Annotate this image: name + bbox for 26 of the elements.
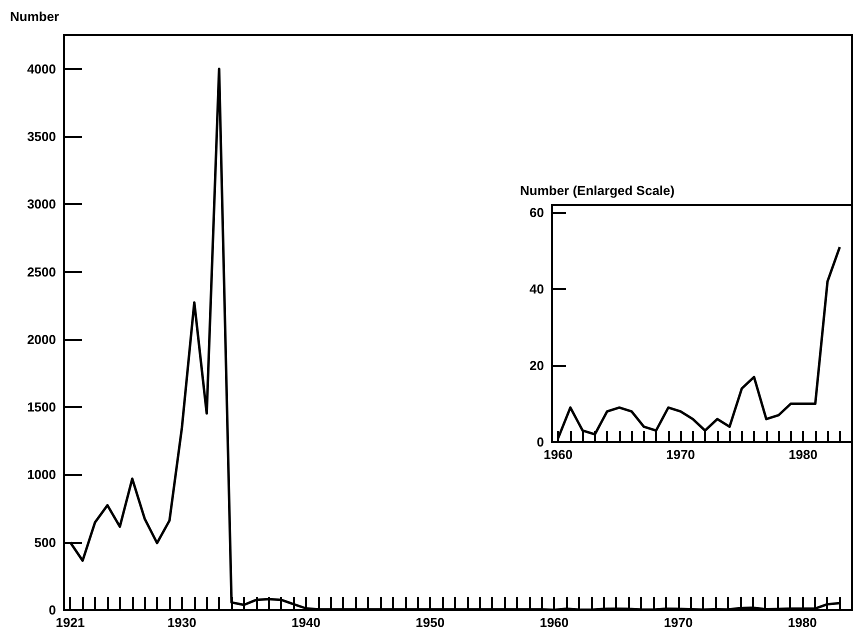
y-tick-label: 0 [536,434,544,450]
y-tick-label: 4000 [27,61,56,76]
y-axis-title: Number [10,9,60,24]
y-tick-label: 3000 [27,196,56,212]
x-tick-label: 1980 [788,447,818,462]
y-axis-title: Number (Enlarged Scale) [520,183,675,198]
y-tick-label: 3500 [27,128,56,144]
x-tick-label: 1960 [544,447,573,462]
x-tick-label: 1970 [664,615,693,630]
x-tick-label: 1970 [666,447,696,462]
y-tick-label: 60 [530,205,544,220]
y-tick-label: 500 [34,534,56,550]
y-tick-label: 0 [48,602,56,618]
y-tick-label: 1500 [27,400,56,415]
y-tick-label: 40 [530,282,544,297]
x-tick-label: 1930 [167,615,196,630]
x-tick-label: 1980 [788,615,817,630]
x-tick-label: 1940 [292,615,320,630]
y-tick-label: 2500 [27,264,56,280]
x-tick-label: 1960 [540,615,569,630]
line-series [556,246,842,440]
y-tick-label: 20 [530,358,544,374]
x-tick-label: 1921 [56,615,85,630]
y-tick-label: 2000 [27,332,56,347]
x-tick-label: 1950 [416,615,445,630]
y-tick-label: 1000 [27,467,56,482]
